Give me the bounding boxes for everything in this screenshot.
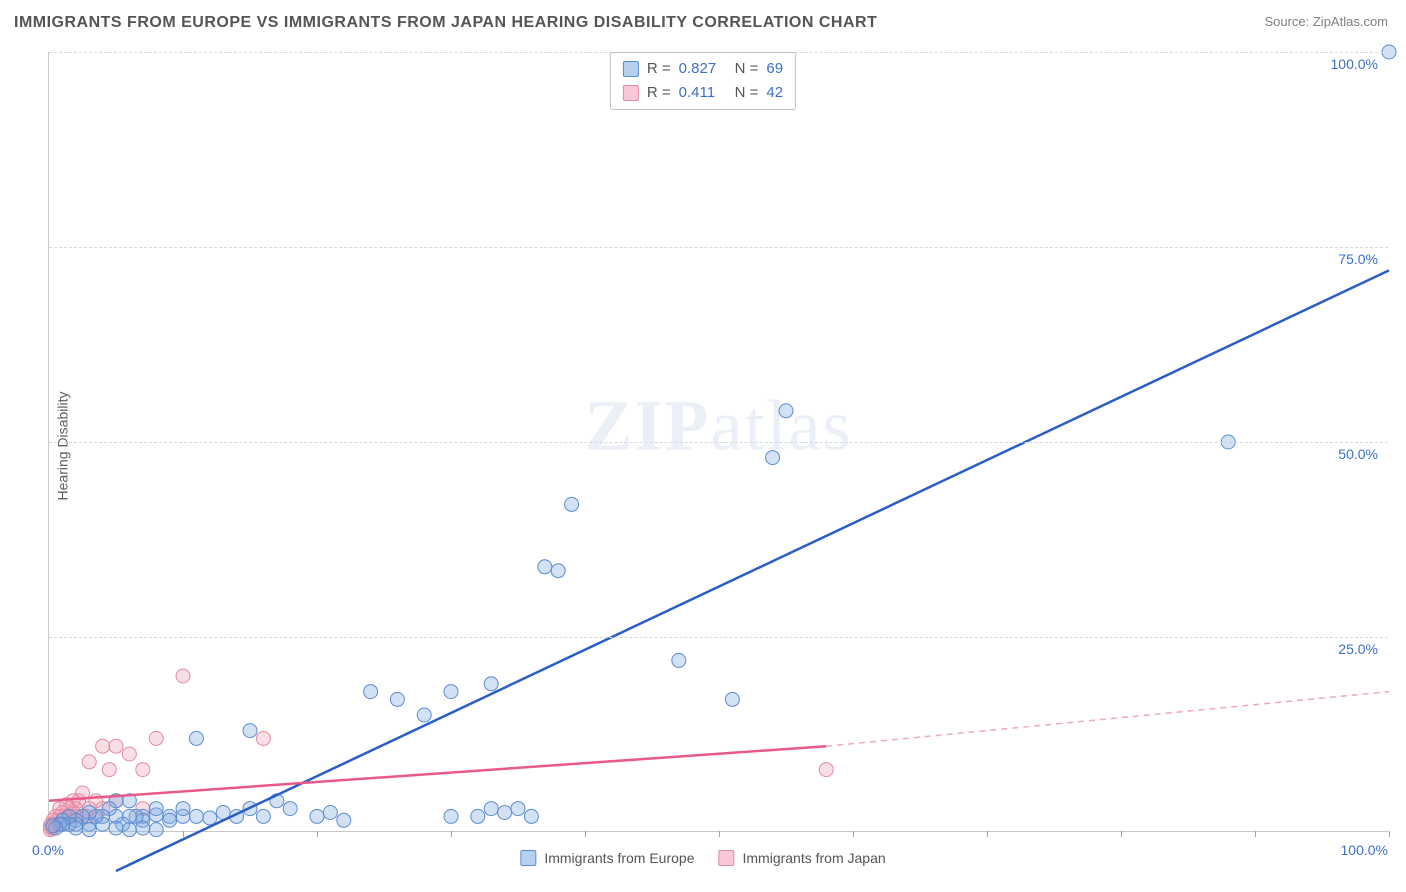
data-point: [484, 677, 498, 691]
x-tick-mark: [317, 831, 318, 837]
data-point: [310, 809, 324, 823]
x-tick-mark: [183, 831, 184, 837]
data-point: [136, 821, 150, 835]
grid-line: [49, 442, 1388, 443]
legend-label: Immigrants from Europe: [544, 850, 694, 866]
data-point: [283, 802, 297, 816]
x-tick-100: 100.0%: [1341, 842, 1388, 858]
legend-swatch: [623, 61, 639, 77]
data-point: [498, 806, 512, 820]
data-point: [819, 763, 833, 777]
correlation-legend: R = 0.827 N = 69 R = 0.411 N = 42: [610, 52, 796, 110]
data-point: [122, 747, 136, 761]
legend-item: Immigrants from Europe: [520, 850, 694, 866]
x-tick-mark: [585, 831, 586, 837]
data-point: [390, 692, 404, 706]
data-point: [484, 802, 498, 816]
legend-r-value: 0.411: [679, 81, 727, 105]
data-point: [323, 806, 337, 820]
data-point: [163, 813, 177, 827]
data-point: [176, 669, 190, 683]
trend-line: [116, 270, 1389, 871]
legend-swatch: [623, 85, 639, 101]
plot-area: ZIPatlas 25.0%50.0%75.0%100.0%: [48, 52, 1388, 832]
data-point: [444, 685, 458, 699]
legend-n-value: 42: [766, 81, 783, 105]
data-point: [149, 823, 163, 837]
source-attribution: Source: ZipAtlas.com: [1264, 14, 1388, 29]
data-point: [725, 692, 739, 706]
legend-n-label: N =: [735, 57, 759, 81]
data-point: [256, 809, 270, 823]
data-point: [203, 811, 217, 825]
chart-title: IMMIGRANTS FROM EUROPE VS IMMIGRANTS FRO…: [14, 14, 877, 32]
x-tick-mark: [1121, 831, 1122, 837]
data-point: [69, 821, 83, 835]
x-tick-mark: [49, 831, 50, 837]
data-point: [189, 731, 203, 745]
data-point: [256, 731, 270, 745]
data-point: [189, 809, 203, 823]
data-point: [779, 404, 793, 418]
legend-row: R = 0.827 N = 69: [623, 57, 783, 81]
data-point: [538, 560, 552, 574]
data-point: [149, 802, 163, 816]
data-point: [149, 731, 163, 745]
legend-n-value: 69: [766, 57, 783, 81]
data-point: [102, 763, 116, 777]
data-point: [551, 564, 565, 578]
series-legend: Immigrants from Europe Immigrants from Ja…: [520, 850, 885, 866]
y-tick-label: 25.0%: [1338, 641, 1378, 657]
x-tick-mark: [719, 831, 720, 837]
x-tick-mark: [987, 831, 988, 837]
data-point: [364, 685, 378, 699]
data-point: [565, 497, 579, 511]
data-point: [82, 755, 96, 769]
trend-line: [826, 692, 1389, 747]
legend-swatch: [719, 850, 735, 866]
data-point: [82, 823, 96, 837]
x-tick-mark: [1389, 831, 1390, 837]
legend-label: Immigrants from Japan: [743, 850, 886, 866]
y-tick-label: 75.0%: [1338, 251, 1378, 267]
y-tick-label: 50.0%: [1338, 446, 1378, 462]
data-point: [672, 653, 686, 667]
x-tick-mark: [853, 831, 854, 837]
data-point: [471, 809, 485, 823]
data-point: [122, 823, 136, 837]
data-point: [524, 809, 538, 823]
x-tick-mark: [451, 831, 452, 837]
legend-swatch: [520, 850, 536, 866]
data-point: [136, 763, 150, 777]
data-point: [109, 739, 123, 753]
data-point: [176, 802, 190, 816]
data-point: [417, 708, 431, 722]
grid-line: [49, 637, 1388, 638]
y-tick-label: 100.0%: [1331, 56, 1378, 72]
data-point: [444, 809, 458, 823]
legend-item: Immigrants from Japan: [719, 850, 886, 866]
legend-r-label: R =: [647, 81, 671, 105]
grid-line: [49, 247, 1388, 248]
data-point: [96, 739, 110, 753]
data-point: [511, 802, 525, 816]
data-point: [337, 813, 351, 827]
legend-r-value: 0.827: [679, 57, 727, 81]
data-point: [766, 451, 780, 465]
data-point: [109, 821, 123, 835]
x-tick-mark: [1255, 831, 1256, 837]
legend-n-label: N =: [735, 81, 759, 105]
legend-row: R = 0.411 N = 42: [623, 81, 783, 105]
legend-r-label: R =: [647, 57, 671, 81]
data-point: [243, 724, 257, 738]
trend-line: [49, 746, 826, 801]
x-tick-0: 0.0%: [32, 842, 64, 858]
